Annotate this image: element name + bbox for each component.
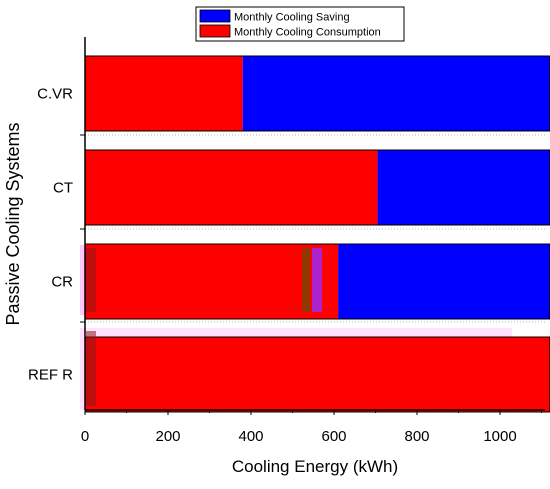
y-tick-label-ref-r: REF R xyxy=(28,367,73,384)
y-axis-label: Passive Cooling Systems xyxy=(3,122,23,325)
legend: Monthly Cooling Saving Monthly Cooling Co… xyxy=(195,6,405,42)
x-tick-label-800: 800 xyxy=(404,428,429,445)
x-tick-label-0: 0 xyxy=(81,428,89,445)
bar-saving-c-vr xyxy=(242,56,550,131)
y-tick-label-ct: CT xyxy=(53,180,73,197)
bars xyxy=(84,55,550,413)
bar-consumption-c-vr xyxy=(85,56,243,131)
x-ticks: 020040060080010001200 xyxy=(81,410,542,445)
x-axis-label: Cooling Energy (kWh) xyxy=(232,457,398,476)
legend-swatch-monthly-cooling-consumption xyxy=(199,24,231,38)
bar-saving-ct xyxy=(377,150,550,225)
legend-box xyxy=(195,6,405,42)
legend-label-monthly-cooling-saving: Monthly Cooling Saving xyxy=(234,12,350,24)
x-tick-label-1000: 1000 xyxy=(483,428,516,445)
axes xyxy=(84,37,545,411)
highlight-artifact-cr xyxy=(80,245,88,315)
bar-saving-cr xyxy=(338,244,550,319)
bar-consumption-ref-r xyxy=(85,337,550,412)
y-tick-label-c-vr: C.VR xyxy=(37,86,73,103)
bar-consumption-cr xyxy=(85,244,339,319)
bar-consumption-ct xyxy=(85,150,378,225)
overlay-marks xyxy=(86,248,322,406)
overlay-mark-refr xyxy=(86,331,96,406)
overlay-mark-cr-1 xyxy=(86,248,96,312)
x-tick-label-600: 600 xyxy=(321,428,346,445)
overlay-mark-cr-3 xyxy=(312,248,322,312)
legend-swatch-monthly-cooling-saving xyxy=(199,9,231,23)
x-tick-label-200: 200 xyxy=(155,428,180,445)
y-ticks: C.VR CT CR REF R xyxy=(28,86,85,384)
legend-label-monthly-cooling-consumption: Monthly Cooling Consumption xyxy=(234,27,381,39)
x-tick-label-400: 400 xyxy=(238,428,263,445)
y-tick-label-cr: CR xyxy=(51,274,73,291)
overlay-mark-cr-2 xyxy=(302,248,310,312)
